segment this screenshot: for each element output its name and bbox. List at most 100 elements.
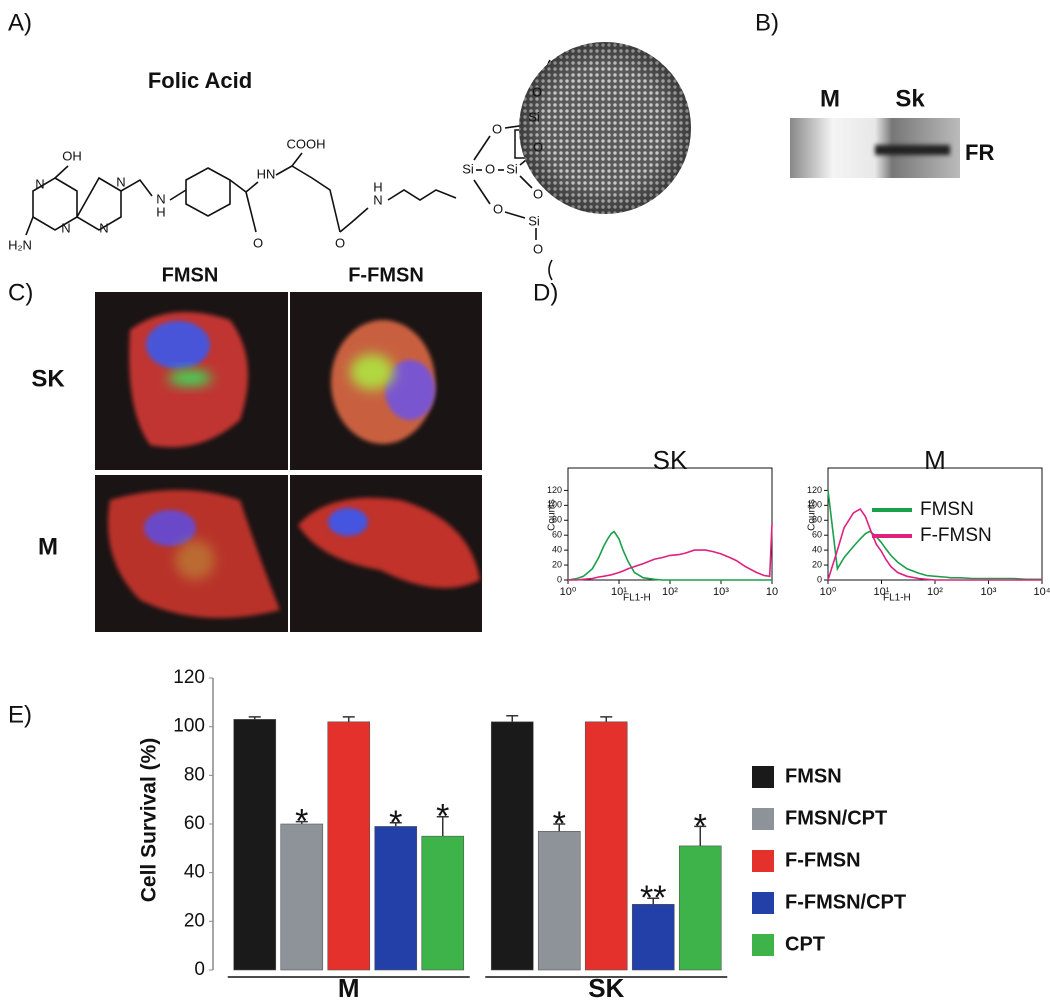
x-tick-label: 10³ xyxy=(981,586,997,598)
y-tick-label: 100 xyxy=(807,500,822,510)
legend-swatch xyxy=(752,808,774,830)
atom-label: Si xyxy=(528,109,540,124)
error-bar xyxy=(694,825,707,846)
atom-label: O xyxy=(533,241,543,256)
bar xyxy=(280,823,324,971)
histogram-line xyxy=(827,508,1042,581)
y-tick-label: 20 xyxy=(184,910,205,931)
panel-label: A) xyxy=(8,9,32,36)
bar xyxy=(327,721,371,971)
significance-label: * xyxy=(389,804,402,842)
bar xyxy=(584,721,628,971)
y-tick-label: 120 xyxy=(547,485,562,495)
y-tick-label: 100 xyxy=(173,716,205,737)
error-bar xyxy=(553,823,566,832)
legend-label: F-FMSN xyxy=(920,525,992,546)
atom-label: O xyxy=(533,186,543,201)
histogram-line xyxy=(827,490,1042,581)
atom-label: Si xyxy=(462,161,474,176)
x-tick-label: 10⁰ xyxy=(820,586,837,598)
legend-swatch xyxy=(752,934,774,956)
significance-label: ** xyxy=(640,879,666,917)
legend-swatch xyxy=(752,850,774,872)
legend-label: F-FMSN/CPT xyxy=(785,891,906,913)
bar xyxy=(490,721,534,971)
atom-label: O xyxy=(532,84,542,99)
histogram-line xyxy=(567,530,772,581)
atom-label: N xyxy=(99,220,108,235)
y-tick-label: 80 xyxy=(184,764,205,785)
y-tick-label: 120 xyxy=(173,667,205,688)
nanoparticle-shade xyxy=(519,42,691,214)
x-tick-label: 10² xyxy=(662,586,678,598)
atom-label: N xyxy=(156,191,165,206)
atom-label: N xyxy=(61,220,70,235)
bar xyxy=(537,830,581,971)
atom-label: Si xyxy=(528,213,540,228)
x-axis-label: FL1-H xyxy=(883,593,911,604)
column-label: F-FMSN xyxy=(348,264,424,286)
y-axis-label: Counts xyxy=(547,499,558,531)
atom-label: O xyxy=(485,161,495,176)
column-label: FMSN xyxy=(162,264,219,286)
y-tick-label: 60 xyxy=(184,813,205,834)
atom-label: O xyxy=(533,139,543,154)
micrograph xyxy=(290,475,482,632)
x-tick-label: 10 xyxy=(766,586,778,598)
y-tick-label: 80 xyxy=(812,515,822,525)
atom-label: N xyxy=(373,192,382,207)
atom-label: Si xyxy=(506,161,518,176)
y-tick-label: 100 xyxy=(547,500,562,510)
row-label: SK xyxy=(31,365,65,392)
error-bar xyxy=(248,716,261,720)
atom-label: H xyxy=(373,179,382,194)
molecule-title: Folic Acid xyxy=(148,68,252,93)
lane-label: M xyxy=(820,85,840,112)
atom-label: O xyxy=(493,201,503,216)
atom-label: O xyxy=(335,235,345,250)
y-tick-label: 60 xyxy=(552,530,562,540)
significance-label: * xyxy=(553,805,566,843)
significance-label: * xyxy=(436,798,449,836)
plot-frame xyxy=(827,467,1043,581)
histogram-line xyxy=(568,523,773,581)
atom-label: O xyxy=(253,235,263,250)
x-tick-label: 10² xyxy=(927,586,943,598)
panel-label: D) xyxy=(533,279,558,306)
significance-label: * xyxy=(694,807,707,845)
error-bar xyxy=(389,822,402,827)
significance-label: * xyxy=(295,803,308,841)
atom-label: H₂N xyxy=(8,237,32,252)
error-bar xyxy=(295,820,308,824)
micrograph xyxy=(95,292,288,470)
x-tick-label: 10⁴ xyxy=(1034,586,1050,598)
panel-label: C) xyxy=(8,279,33,306)
chart-title: SK xyxy=(653,445,688,475)
x-axis-label: FL1-H xyxy=(623,593,651,604)
legend-label: CPT xyxy=(785,933,825,955)
y-tick-label: 60 xyxy=(812,530,822,540)
y-tick-label: 40 xyxy=(552,545,562,555)
micrograph xyxy=(290,292,482,470)
y-axis-label: Counts xyxy=(807,499,818,531)
atom-label: HN xyxy=(257,166,276,181)
x-tick-label: M xyxy=(338,973,360,1002)
error-bar xyxy=(600,716,613,722)
x-tick-label: 10⁰ xyxy=(560,586,577,598)
y-tick-label: 120 xyxy=(807,485,822,495)
x-tick-label: 10¹ xyxy=(611,586,627,598)
legend-swatch xyxy=(752,892,774,914)
bar xyxy=(421,835,465,971)
legend-label: F-FMSN xyxy=(785,849,861,871)
atom-label: COOH xyxy=(287,136,326,151)
atom-label: N xyxy=(35,176,44,191)
y-tick-label: 0 xyxy=(557,574,562,584)
y-tick-label: 20 xyxy=(812,559,822,569)
y-tick-label: 20 xyxy=(552,559,562,569)
y-tick-label: 80 xyxy=(552,515,562,525)
error-bar xyxy=(647,897,660,905)
legend-swatch xyxy=(752,766,774,788)
legend-label: FMSN xyxy=(920,499,974,520)
bar xyxy=(374,826,418,971)
